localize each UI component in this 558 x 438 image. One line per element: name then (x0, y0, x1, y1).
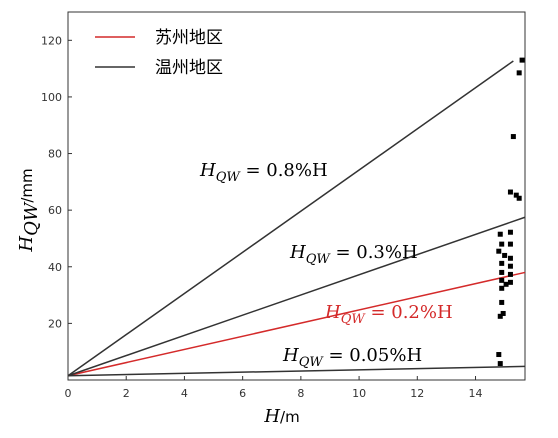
x-tick-label: 8 (297, 387, 304, 400)
annotation-main: H (282, 345, 299, 366)
y-label-main: H (16, 236, 37, 253)
legend-label: 温州地区 (155, 58, 223, 78)
annotation-rest: = 0.05%H (323, 345, 422, 366)
scatter-point (497, 361, 503, 367)
y-tick-label: 80 (48, 148, 62, 161)
scatter-point (507, 189, 513, 195)
scatter-point (499, 299, 505, 305)
scatter-point (516, 70, 522, 76)
annotation-main: H (199, 160, 216, 181)
scatter-point (499, 260, 505, 266)
y-tick-label: 20 (48, 317, 62, 330)
plot-frame (67, 11, 526, 381)
line-series (67, 216, 526, 377)
scatter-point (503, 281, 509, 287)
scatter-point (507, 263, 513, 269)
x-tick-label: 14 (469, 387, 483, 400)
annotation-main: H (289, 242, 306, 263)
annotation-sub: QW (341, 312, 367, 327)
x-label-main: H (263, 406, 280, 427)
x-tick-label: 6 (239, 387, 246, 400)
scatter-point (500, 310, 506, 316)
x-axis-label: H/m (263, 406, 299, 427)
annotation-sub: QW (306, 252, 332, 267)
scatter-point (507, 271, 513, 277)
annotation-sub: QW (216, 170, 242, 185)
x-label-unit: /m (280, 408, 300, 426)
y-tick-label: 100 (41, 91, 62, 104)
annotation-sub: QW (299, 355, 325, 370)
y-tick-label: 60 (48, 204, 62, 217)
scatter-point (510, 134, 516, 140)
annotation: HQW = 0.2%H (324, 302, 453, 327)
y-tick-label: 40 (48, 261, 62, 274)
scatter-point (499, 269, 505, 275)
scatter-point (499, 241, 505, 247)
scatter-point (496, 248, 502, 254)
scatter-point (496, 352, 502, 358)
scatter-point (499, 285, 505, 291)
annotation: HQW = 0.05%H (282, 345, 422, 370)
annotation-main: H (324, 302, 341, 323)
scatter-point (497, 231, 503, 237)
scatter-point (516, 195, 522, 201)
scatter-point (497, 313, 503, 319)
scatter-point (513, 192, 519, 198)
scatter-point (507, 255, 513, 261)
y-axis-label: HQW/mm (16, 168, 42, 252)
annotation-rest: = 0.2%H (365, 302, 453, 323)
scatter-point (519, 57, 525, 63)
annotation-rest: = 0.3%H (330, 242, 418, 263)
annotation-rest: = 0.8%H (240, 160, 328, 181)
scatter-point (507, 241, 513, 247)
x-tick-label: 0 (65, 387, 72, 400)
y-label-unit: /mm (18, 168, 36, 202)
x-tick-label: 4 (181, 387, 188, 400)
scatter-point (507, 229, 513, 235)
annotation: HQW = 0.3%H (289, 242, 418, 267)
line-series (67, 271, 526, 377)
line-series (67, 60, 514, 377)
line-series (67, 365, 526, 377)
scatter-point (502, 252, 508, 258)
scatter-point (499, 277, 505, 283)
x-tick-label: 2 (123, 387, 130, 400)
x-tick-label: 10 (352, 387, 366, 400)
y-tick-label: 120 (41, 34, 62, 47)
scatter-point (507, 279, 513, 285)
y-label-sub: QW (21, 201, 42, 236)
legend-label: 苏州地区 (155, 28, 223, 48)
x-tick-label: 12 (410, 387, 424, 400)
annotation: HQW = 0.8%H (199, 160, 328, 185)
